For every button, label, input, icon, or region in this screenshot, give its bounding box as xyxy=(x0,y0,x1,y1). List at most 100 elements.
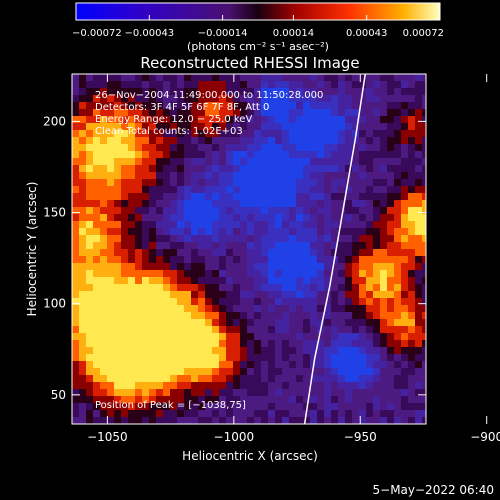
heatmap-cell xyxy=(149,186,156,193)
heatmap-cell xyxy=(149,116,156,123)
colorbar-unit-label: (photons cm⁻² s⁻¹ asec⁻²) xyxy=(187,40,329,53)
heatmap-cell xyxy=(72,256,79,263)
heatmap-cell xyxy=(142,158,149,165)
heatmap-cell xyxy=(226,221,233,228)
heatmap-cell xyxy=(198,354,205,361)
heatmap-cell xyxy=(254,109,261,116)
heatmap-cell xyxy=(205,137,212,144)
heatmap-cell xyxy=(387,326,394,333)
heatmap-cell xyxy=(93,368,100,375)
heatmap-cell xyxy=(317,256,324,263)
heatmap-cell xyxy=(156,382,163,389)
heatmap-cell xyxy=(156,354,163,361)
heatmap-cell xyxy=(79,340,86,347)
heatmap-cell xyxy=(198,172,205,179)
heatmap-cell xyxy=(93,382,100,389)
heatmap-cell xyxy=(373,263,380,270)
heatmap-cell xyxy=(142,116,149,123)
heatmap-cell xyxy=(261,193,268,200)
heatmap-cell xyxy=(282,368,289,375)
heatmap-cell xyxy=(226,207,233,214)
heatmap-cell xyxy=(359,319,366,326)
heatmap-cell xyxy=(394,144,401,151)
heatmap-cell xyxy=(128,333,135,340)
heatmap-cell xyxy=(170,235,177,242)
heatmap-cell xyxy=(177,396,184,403)
heatmap-cell xyxy=(170,158,177,165)
heatmap-cell xyxy=(219,158,226,165)
heatmap-cell xyxy=(79,207,86,214)
heatmap-cell xyxy=(415,130,422,137)
heatmap-cell xyxy=(331,333,338,340)
heatmap-cell xyxy=(394,235,401,242)
heatmap-cell xyxy=(114,116,121,123)
heatmap-cell xyxy=(296,179,303,186)
heatmap-cell xyxy=(282,186,289,193)
heatmap-cell xyxy=(296,158,303,165)
heatmap-cell xyxy=(198,298,205,305)
heatmap-cell xyxy=(359,81,366,88)
heatmap-cell xyxy=(380,200,387,207)
heatmap-cell xyxy=(275,396,282,403)
heatmap-cell xyxy=(289,354,296,361)
heatmap-cell xyxy=(268,116,275,123)
heatmap-cell xyxy=(128,116,135,123)
heatmap-cell xyxy=(261,221,268,228)
heatmap-cell xyxy=(93,179,100,186)
heatmap-cell xyxy=(205,263,212,270)
heatmap-cell xyxy=(100,74,107,81)
heatmap-cell xyxy=(422,74,426,81)
heatmap-cell xyxy=(268,368,275,375)
heatmap-cell xyxy=(352,207,359,214)
heatmap-cell xyxy=(86,368,93,375)
heatmap-cell xyxy=(114,165,121,172)
heatmap-cell xyxy=(296,186,303,193)
heatmap-cell xyxy=(79,333,86,340)
heatmap-cell xyxy=(289,333,296,340)
heatmap-cell xyxy=(394,312,401,319)
heatmap-cell xyxy=(212,340,219,347)
heatmap-cell xyxy=(380,249,387,256)
heatmap-cell xyxy=(121,340,128,347)
heatmap-cell xyxy=(233,144,240,151)
heatmap-cell xyxy=(275,144,282,151)
heatmap-cell xyxy=(359,284,366,291)
heatmap-cell xyxy=(72,74,79,81)
heatmap-cell xyxy=(324,284,331,291)
heatmap-cell xyxy=(254,354,261,361)
heatmap-cell xyxy=(289,74,296,81)
heatmap-cell xyxy=(184,109,191,116)
heatmap-cell xyxy=(324,375,331,382)
heatmap-cell xyxy=(93,109,100,116)
heatmap-cell xyxy=(226,361,233,368)
heatmap-cell xyxy=(135,74,142,81)
heatmap-cell xyxy=(373,403,380,410)
heatmap-cell xyxy=(303,312,310,319)
heatmap-cell xyxy=(93,389,100,396)
heatmap-cell xyxy=(184,389,191,396)
heatmap-cell xyxy=(303,298,310,305)
heatmap-cell xyxy=(240,151,247,158)
heatmap-cell xyxy=(93,102,100,109)
heatmap-cell xyxy=(373,88,380,95)
heatmap-cell xyxy=(303,95,310,102)
heatmap-cell xyxy=(282,284,289,291)
heatmap-cell xyxy=(310,284,317,291)
heatmap-cell xyxy=(401,165,408,172)
heatmap-cell xyxy=(247,200,254,207)
heatmap-cell xyxy=(233,326,240,333)
heatmap-cell xyxy=(324,74,331,81)
heatmap-cell xyxy=(100,361,107,368)
heatmap-cell xyxy=(415,221,422,228)
heatmap-cell xyxy=(303,256,310,263)
heatmap-cell xyxy=(338,158,345,165)
heatmap-cell xyxy=(268,375,275,382)
heatmap-cell xyxy=(268,151,275,158)
heatmap-cell xyxy=(156,158,163,165)
heatmap-cell xyxy=(254,361,261,368)
heatmap-cell xyxy=(212,186,219,193)
heatmap-cell xyxy=(135,277,142,284)
heatmap-cell xyxy=(107,235,114,242)
heatmap-cell xyxy=(184,165,191,172)
heatmap-cell xyxy=(163,228,170,235)
